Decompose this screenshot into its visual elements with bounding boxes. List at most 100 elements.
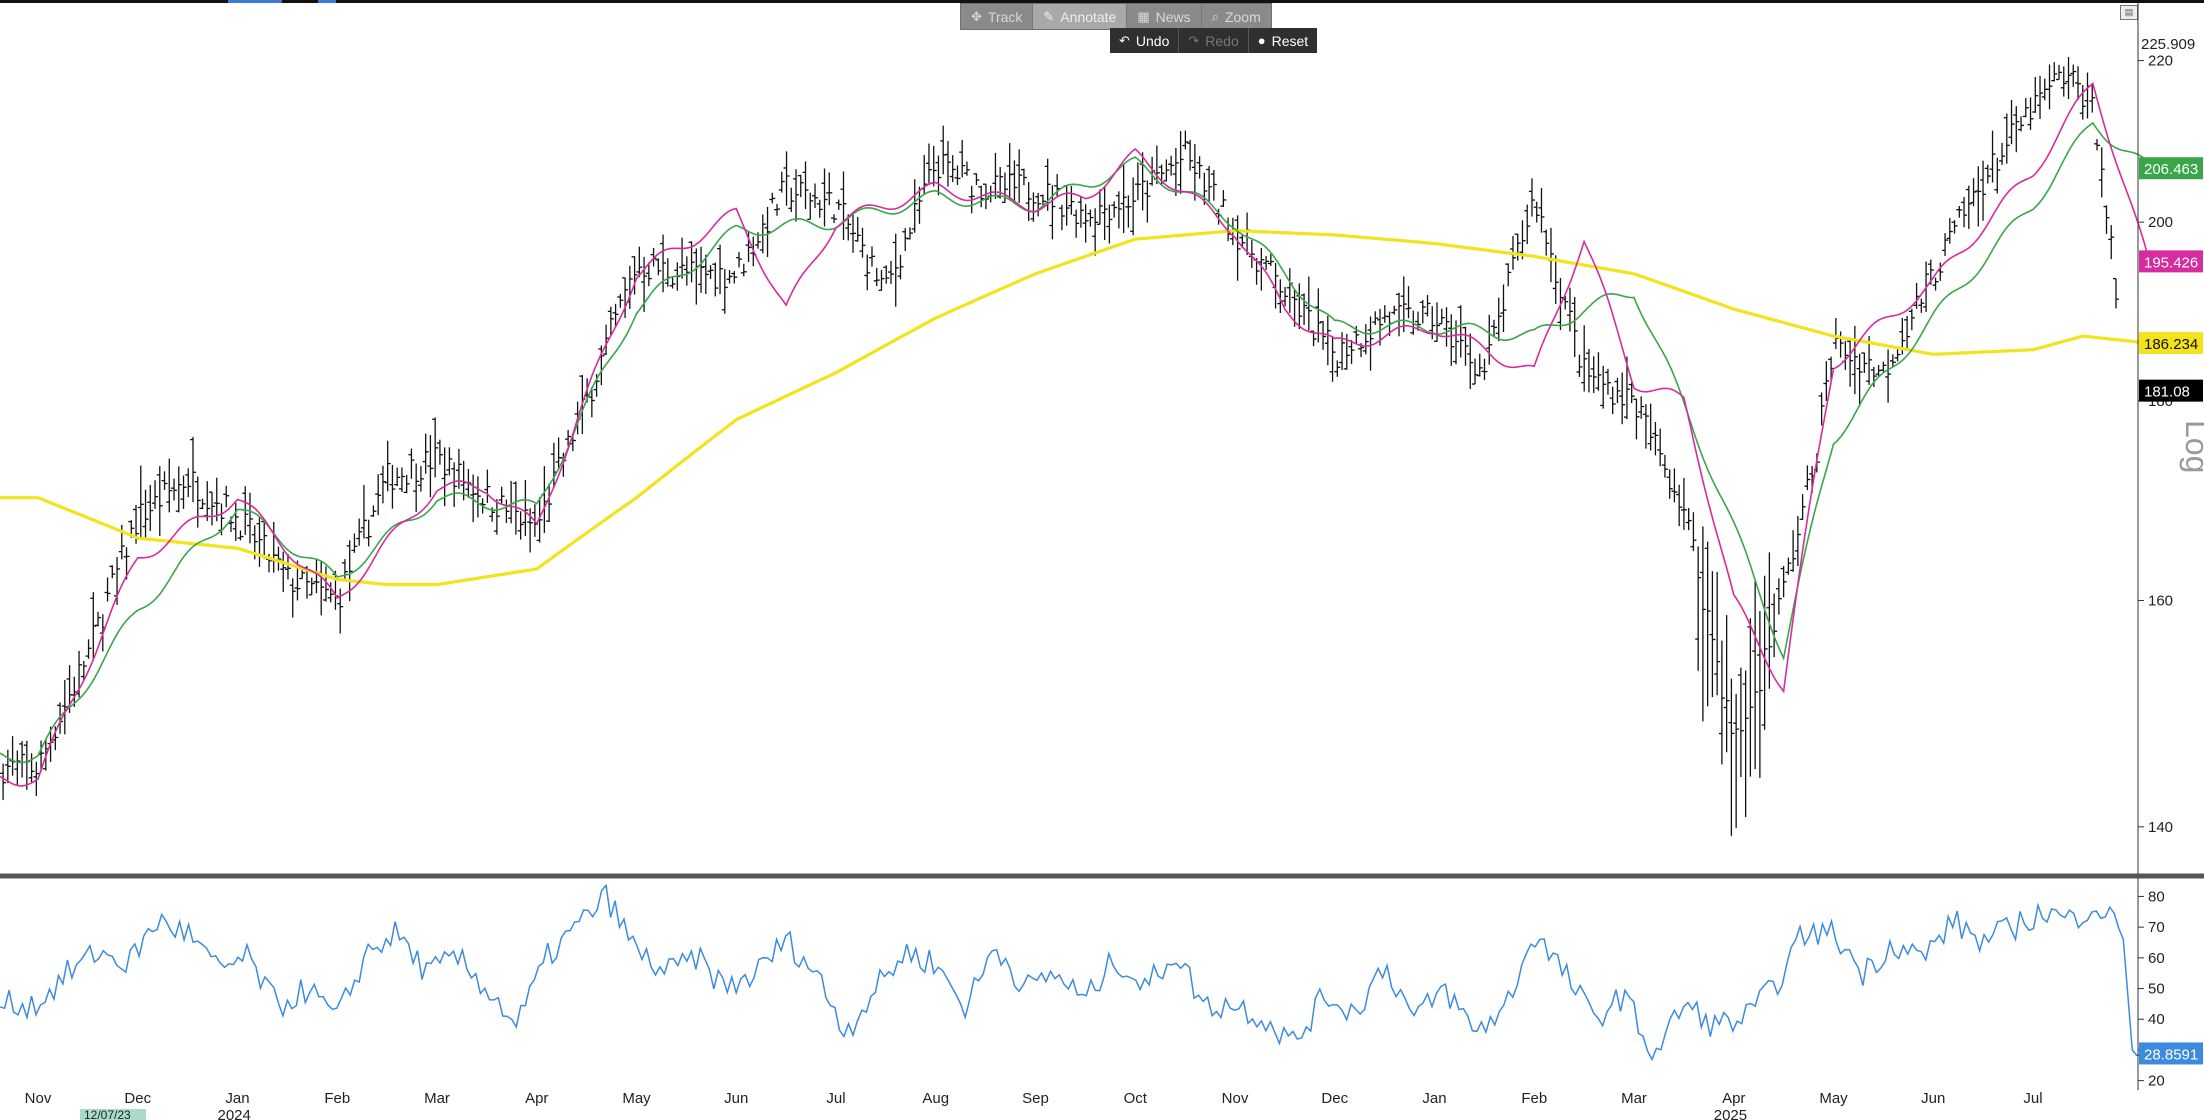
price-bar (493, 499, 500, 535)
price-bar (1400, 276, 1407, 333)
price-bar (812, 183, 819, 209)
price-bar (911, 179, 918, 233)
price-bar (1030, 192, 1037, 222)
svg-text:181.08: 181.08 (2144, 384, 2190, 401)
rsi-tick-label: 20 (2148, 1073, 2165, 1090)
price-bar (1761, 575, 1768, 730)
price-bar (1942, 233, 1949, 256)
price-bar (944, 141, 951, 187)
price-bar (85, 639, 92, 659)
price-bar (1638, 396, 1645, 419)
price-bar (636, 246, 643, 278)
price-bar (1699, 526, 1706, 722)
price-bar (546, 483, 553, 523)
price-bar (14, 750, 21, 786)
rsi-tick-label: 80 (2148, 888, 2165, 905)
price-bar (1092, 208, 1099, 256)
price-bar (593, 373, 600, 397)
price-bar (2008, 99, 2015, 145)
price-bar (0, 763, 7, 800)
price-bar (299, 568, 306, 580)
price-bar (1970, 178, 1977, 207)
svg-text:206.463: 206.463 (2144, 161, 2198, 178)
price-bar (2075, 66, 2082, 101)
price-bar (1861, 352, 1868, 373)
price-bar (1994, 157, 2001, 194)
price-bar (835, 199, 842, 210)
price-bar (1125, 195, 1132, 228)
top-strip (0, 0, 2204, 3)
price-bar (1144, 180, 1151, 223)
price-bar (33, 761, 40, 796)
price-bar (778, 171, 785, 193)
price-bar (1690, 512, 1697, 552)
price-bar (1590, 356, 1597, 394)
price-bar (171, 478, 178, 501)
price-bar (123, 547, 130, 580)
price-bar (1329, 337, 1336, 382)
edit-toolbar: ↶ Undo ↷ Redo ● Reset (1110, 28, 1318, 53)
price-bar (1106, 204, 1113, 244)
price-bar (2098, 147, 2105, 198)
price-bar (318, 560, 325, 616)
price-bar (1847, 340, 1854, 387)
price-bar (1894, 347, 1901, 362)
price-bar (721, 269, 728, 314)
price-bar (1301, 293, 1308, 325)
price-bar (432, 417, 439, 478)
x-tick-label: May (1819, 1090, 1848, 1107)
price-bar (360, 485, 367, 539)
price-bar (2003, 113, 2010, 164)
price-bar (1168, 155, 1175, 176)
price-bar (28, 753, 35, 783)
price-bar (854, 217, 861, 242)
price-bar (284, 553, 291, 580)
price-bar (370, 505, 377, 517)
price-bar (2108, 225, 2115, 260)
price-bar (1951, 220, 1958, 234)
price-bar (1851, 325, 1858, 395)
log-scale-label[interactable]: Log (2179, 420, 2204, 473)
price-bar (982, 183, 989, 210)
price-bar (2032, 77, 2039, 113)
redo-button[interactable]: ↷ Redo (1179, 28, 1249, 53)
price-bar (104, 577, 111, 602)
reset-button[interactable]: ● Reset (1257, 32, 1309, 49)
price-bar (389, 464, 396, 509)
price-bar (474, 476, 481, 518)
price-bar (484, 469, 491, 503)
price-bar (422, 433, 429, 474)
price-tick-label: 200 (2148, 214, 2173, 231)
price-bar (1771, 593, 1778, 658)
x-tick-label: Feb (1521, 1090, 1547, 1107)
price-bar (769, 192, 776, 204)
price-bar (398, 467, 405, 493)
year-label: 2024 (217, 1107, 250, 1120)
price-bar (1234, 215, 1241, 281)
news-button[interactable]: ▦ News (1127, 4, 1202, 29)
price-bar (1130, 177, 1137, 236)
annotate-button[interactable]: ✎ Annotate (1033, 4, 1128, 29)
price-bar (256, 515, 263, 567)
price-bar (237, 530, 244, 541)
price-bar (199, 498, 206, 510)
undo-button[interactable]: ↶ Undo (1110, 28, 1180, 53)
price-bar (783, 151, 790, 206)
pencil-icon: ✎ (1043, 8, 1055, 24)
price-bar (1714, 571, 1721, 696)
price-bar (1880, 361, 1887, 372)
price-bar (1799, 494, 1806, 520)
track-button[interactable]: ✥ Track (961, 4, 1034, 29)
price-bar (1191, 144, 1198, 201)
price-bar (764, 206, 771, 258)
svg-text:186.234: 186.234 (2144, 336, 2198, 353)
price-bar (1011, 160, 1018, 204)
last-value-tag: 181.08 (2139, 379, 2203, 402)
price-bar (707, 265, 714, 280)
price-bar (1999, 142, 2006, 165)
price-bar (617, 293, 624, 308)
price-bar (394, 467, 401, 487)
price-bar (726, 270, 733, 284)
zoom-button[interactable]: ⌕ Zoom (1211, 8, 1261, 25)
